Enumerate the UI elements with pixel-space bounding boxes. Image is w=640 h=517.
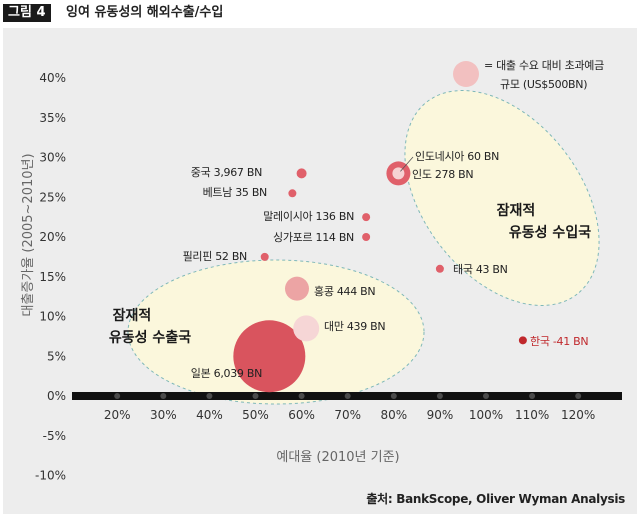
data-label: 일본 6,039 BN <box>191 366 262 380</box>
x-tick-marker <box>114 393 121 399</box>
leader-line <box>400 156 414 172</box>
x-tick-marker <box>529 393 536 399</box>
y-tick-label: 10% <box>39 310 66 324</box>
y-tick-label: 25% <box>39 190 66 204</box>
data-label: 홍콩 444 BN <box>314 284 375 298</box>
x-tick-label: 110% <box>515 408 549 422</box>
x-tick-label: 60% <box>288 408 315 422</box>
data-label: 한국 -41 BN <box>530 335 588 348</box>
data-point <box>435 264 444 273</box>
y-tick-label: -10% <box>35 469 66 483</box>
x-tick-label: 80% <box>380 408 407 422</box>
data-point <box>293 315 320 342</box>
x-tick-label: 100% <box>469 408 503 422</box>
y-tick-label: 0% <box>47 389 66 403</box>
figure-header: 그림 4 잉여 유동성의 해외수출/수입 <box>0 0 640 28</box>
y-tick-label: 40% <box>39 71 66 85</box>
data-point <box>288 189 297 198</box>
y-tick-label: 15% <box>39 270 66 284</box>
data-label: 대만 439 BN <box>324 320 385 333</box>
x-axis-title: 예대율 (2010년 기준) <box>276 450 399 465</box>
x-tick-marker <box>298 393 305 399</box>
y-tick-label: 35% <box>39 111 66 125</box>
data-point <box>296 168 307 179</box>
data-label: 태국 43 BN <box>453 263 508 276</box>
data-point <box>284 276 309 301</box>
data-label: 말레이시아 136 BN <box>263 210 354 223</box>
x-tick-label: 50% <box>242 408 269 422</box>
x-tick-label: 30% <box>150 408 177 422</box>
data-point <box>233 320 306 393</box>
figure-number: 그림 4 <box>3 4 51 22</box>
x-tick-label: 40% <box>196 408 223 422</box>
data-point <box>362 233 371 241</box>
y-tick-label: 20% <box>39 230 66 244</box>
y-axis-title: 대출증가율 (2005~2010년) <box>21 153 36 316</box>
group-label: 유동성 수출국 <box>109 329 191 346</box>
x-tick-label: 70% <box>334 408 361 422</box>
x-tick-marker <box>390 393 397 399</box>
x-tick-marker <box>206 393 213 399</box>
group-label: 잠재적 <box>497 202 536 219</box>
legend-text: = 대출 수요 대비 초과예금 <box>484 59 604 72</box>
group-label: 잠재적 <box>113 307 152 324</box>
data-label: 필리핀 52 BN <box>183 250 247 263</box>
group-label: 유동성 수입국 <box>509 225 591 241</box>
data-label: 인도 278 BN <box>412 168 473 181</box>
x-tick-marker <box>344 393 351 399</box>
y-tick-label: 30% <box>39 151 66 165</box>
data-label: 인도네시아 60 BN <box>415 150 499 163</box>
x-tick-marker <box>483 393 489 399</box>
x-tick-label: 20% <box>104 408 131 422</box>
figure-title: 잉여 유동성의 해외수출/수입 <box>66 5 224 20</box>
data-point <box>362 213 371 222</box>
legend-text: 규모 (US$500BN) <box>500 78 587 91</box>
x-tick-marker <box>160 393 167 399</box>
x-tick-label: 90% <box>427 408 454 422</box>
y-tick-label: -5% <box>43 429 66 443</box>
data-point <box>260 252 269 261</box>
data-point <box>518 336 527 345</box>
importer-region <box>404 90 600 306</box>
source-note: 출처: BankScope, Oliver Wyman Analysis <box>366 491 625 506</box>
data-label: 중국 3,967 BN <box>191 166 262 179</box>
data-label: 베트남 35 BN <box>203 186 267 199</box>
x-tick-label: 120% <box>561 408 595 422</box>
x-tick-marker <box>436 393 443 399</box>
x-tick-marker <box>252 393 259 399</box>
data-label: 싱가포르 114 BN <box>273 231 354 244</box>
y-tick-label: 5% <box>47 349 66 363</box>
x-tick-marker <box>575 393 582 399</box>
legend-bubble <box>453 61 479 87</box>
